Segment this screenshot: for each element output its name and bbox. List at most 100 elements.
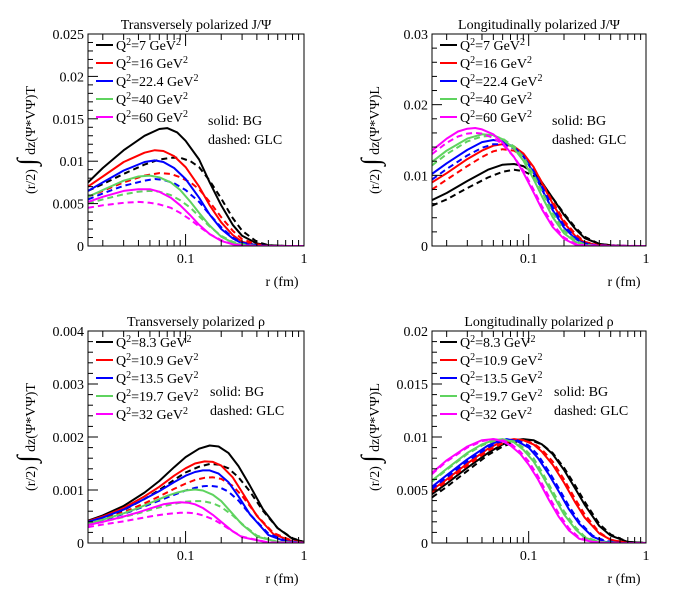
line-style-note: dashed: GLC [208,133,282,148]
y-tick-label: 0.001 [53,484,85,499]
series-line-8-dashed [88,500,304,543]
y-tick-label: 0.004 [53,325,85,340]
chart-title: Transversely polarized ρ [127,315,265,330]
legend-entry: Q2=8.3 GeV2 [116,334,191,352]
chart-panel-4: 0.1 1 0 0.005 0.01 0.015 0.02 Longitudinally po… [356,315,650,587]
legend-entry: Q2=8.3 GeV2 [460,334,535,352]
y-tick-label: 0.005 [53,198,85,213]
plot-frame [87,33,305,247]
series-line-7-solid [88,488,304,543]
series-line-5-solid [88,469,304,543]
x-tick-label: 1 [643,549,650,564]
y-tick-label: 0 [421,240,428,255]
y-tick-label: 0.015 [53,113,85,128]
legend-entry: Q2=13.5 GeV2 [460,370,542,388]
y-axis-label: (r/2) ∫ dz(Ψ*VΨ)T [12,86,42,194]
series-line-8-dashed [432,134,646,246]
y-tick-label: 0.03 [404,28,429,43]
y-tick-label: 0.02 [404,99,429,114]
chart-title: Longitudinally polarized ρ [464,315,613,330]
series-line-3-solid [88,149,304,246]
legend-entry: Q2=32 GeV2 [460,406,532,424]
series-line-10-dashed [88,511,304,543]
x-axis-label: r (fm) [265,572,298,587]
x-tick-label: 0.1 [177,549,195,564]
legend-entry: Q2=10.9 GeV2 [460,352,542,370]
series-line-5-solid [432,438,646,543]
y-tick-label: 0 [77,240,84,255]
y-tick-label: 0.01 [404,431,429,446]
legend-entry: Q2=16 GeV2 [116,55,188,73]
plot-frame [431,33,647,247]
y-tick-label: 0.02 [60,70,85,85]
x-tick-label: 0.1 [520,252,538,267]
series-lines [88,444,304,543]
y-axis-label: (r/2) ∫ dz(Ψ*VΨ)L [356,86,386,194]
series-line-5-solid [88,159,304,246]
series-line-2-dashed [88,156,304,246]
series-line-2-dashed [432,439,646,543]
legend-entry: Q2=19.7 GeV2 [460,388,542,406]
series-line-1-solid [432,438,646,543]
line-style-note: solid: BG [208,114,262,129]
series-line-7-solid [432,438,646,543]
line-style-note: solid: BG [552,114,606,129]
chart-panel-1: 0.1 1 0 0.005 0.01 0.015 0.02 0.025 Transversely… [12,18,308,290]
series-line-5-solid [432,139,646,246]
series-line-10-dashed [432,438,646,543]
series-line-10-dashed [432,131,646,246]
x-tick-label: 1 [643,252,650,267]
series-line-3-solid [432,143,646,246]
series-line-6-dashed [88,178,304,246]
y-tick-label: 0.02 [404,325,429,340]
chart-title: Transversely polarized J/Ψ [121,18,272,33]
legend-entry: Q2=22.4 GeV2 [460,73,542,91]
y-tick-label: 0.01 [60,155,85,170]
y-tick-label: 0.025 [53,28,85,43]
series-lines [432,438,646,543]
x-tick-label: 1 [301,252,308,267]
series-line-4-dashed [432,148,646,246]
y-tick-label: 0 [421,537,428,552]
series-line-6-dashed [432,439,646,543]
legend-entry: Q2=22.4 GeV2 [116,73,198,91]
y-tick-label: 0.015 [397,378,429,393]
series-line-8-dashed [432,439,646,543]
series-line-1-solid [88,444,304,543]
y-tick-label: 0.01 [404,169,429,184]
legend-entry: Q2=7 GeV2 [116,37,181,55]
legend-entry: Q2=7 GeV2 [460,37,525,55]
series-line-4-dashed [88,476,304,543]
x-axis-label: r (fm) [607,572,640,587]
line-style-note: dashed: GLC [554,404,628,419]
legend-entry: Q2=60 GeV2 [460,109,532,127]
x-tick-label: 0.1 [520,549,538,564]
y-tick-label: 0.005 [397,484,429,499]
legend-entry: Q2=16 GeV2 [460,55,532,73]
chart-title: Longitudinally polarized J/Ψ [458,18,621,33]
y-tick-label: 0.003 [53,378,85,393]
series-line-6-dashed [432,143,646,246]
line-style-note: dashed: GLC [210,404,284,419]
y-axis-label: (r/2) ∫ dz(Ψ*VΨ)L [356,383,386,491]
series-line-9-solid [88,188,304,246]
series-lines [88,127,304,246]
x-tick-label: 0.1 [177,252,195,267]
series-line-8-dashed [88,189,304,246]
legend-entry: Q2=32 GeV2 [116,406,188,424]
legend-entry: Q2=10.9 GeV2 [116,352,198,370]
line-style-note: solid: BG [554,385,608,400]
y-tick-label: 0 [77,537,84,552]
series-line-4-dashed [88,172,304,246]
line-style-note: solid: BG [210,385,264,400]
legend-entry: Q2=19.7 GeV2 [116,388,198,406]
x-axis-label: r (fm) [607,275,640,290]
series-line-10-dashed [88,200,304,246]
legend-entry: Q2=13.5 GeV2 [116,370,198,388]
x-axis-label: r (fm) [265,275,298,290]
series-line-9-solid [432,127,646,246]
